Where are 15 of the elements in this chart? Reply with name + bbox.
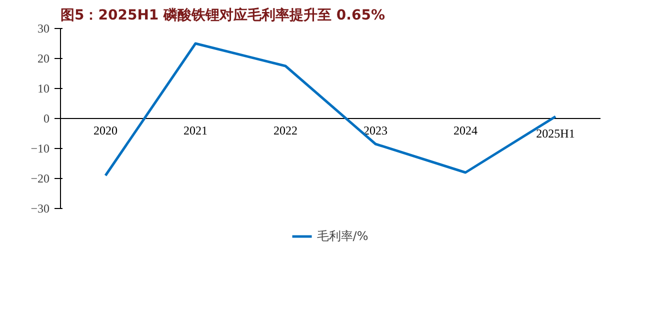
- y-tick-label: 10: [38, 82, 50, 96]
- x-tick-label: 2025H1: [536, 126, 575, 140]
- y-tick-label: 0: [44, 112, 50, 126]
- x-tick-label: 2024: [454, 124, 478, 138]
- x-tick-label: 2021: [184, 124, 208, 138]
- y-tick-label: 30: [38, 22, 50, 36]
- x-tick-label: 2023: [364, 124, 388, 138]
- y-tick-label: 20: [38, 52, 50, 66]
- y-tick-label: −10: [30, 142, 50, 156]
- x-tick-label: 2020: [94, 124, 118, 138]
- legend-label: 毛利率/%: [316, 228, 368, 244]
- chart-title: 图5：2025H1 磷酸铁锂对应毛利率提升至 0.65%: [60, 6, 385, 24]
- x-tick-label: 2022: [274, 124, 298, 138]
- y-tick-label: −30: [30, 202, 50, 216]
- y-tick-label: −20: [30, 172, 50, 186]
